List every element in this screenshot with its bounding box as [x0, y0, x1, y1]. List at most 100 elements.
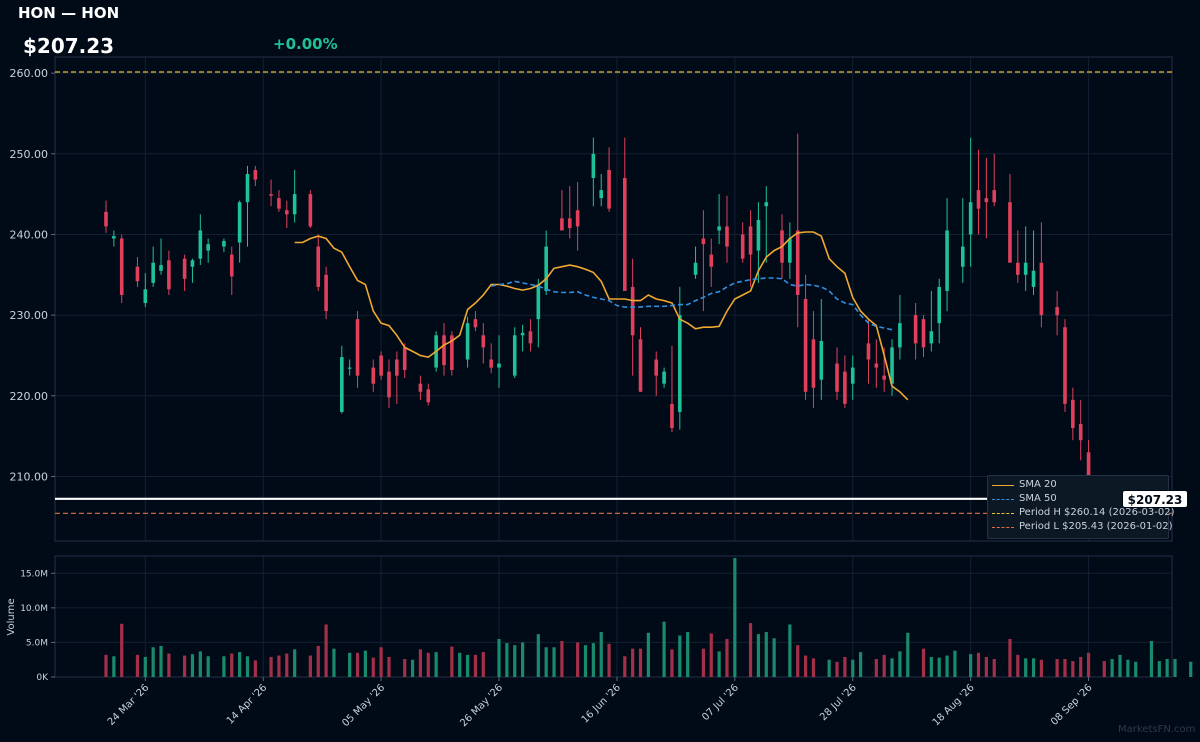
date-tick-label: 14 Apr '26: [225, 682, 269, 726]
volume-bar: [206, 656, 210, 677]
candle-body: [512, 335, 517, 376]
date-tick-label: 24 Mar '26: [106, 682, 152, 728]
current-price: $207.23: [23, 34, 115, 58]
price-tick-label: 210.00: [10, 470, 49, 483]
volume-bar: [285, 653, 289, 677]
candle: [929, 290, 934, 352]
candle-body: [167, 260, 171, 290]
candle: [630, 258, 635, 376]
volume-bar: [348, 652, 352, 677]
candle-body: [788, 238, 792, 263]
candle-body: [898, 323, 902, 348]
volume-bar: [1134, 661, 1138, 677]
volume-bar: [1063, 659, 1067, 677]
candle-body: [654, 359, 659, 376]
price-tick-label: 250.00: [10, 148, 49, 161]
candle: [308, 190, 313, 229]
volume-bar: [929, 656, 933, 677]
volume-bar: [670, 649, 674, 677]
candle: [937, 278, 942, 344]
candle: [395, 351, 399, 404]
candle: [347, 359, 352, 376]
volume-bar: [890, 658, 894, 677]
candle-body: [843, 371, 847, 404]
volume-bar: [112, 656, 116, 677]
volume-bar: [120, 623, 124, 677]
candle-body: [945, 230, 949, 291]
candle-body: [803, 299, 808, 392]
volume-bar: [293, 649, 297, 677]
candle: [599, 173, 604, 207]
candle: [740, 222, 745, 263]
volume-bar: [544, 647, 548, 677]
candle-body: [560, 218, 564, 231]
candle-body: [379, 355, 383, 376]
volume-bar: [332, 648, 336, 677]
candle-body: [740, 234, 745, 259]
volume-bar: [190, 654, 195, 677]
date-tick-label: 05 May '26: [340, 682, 387, 729]
volume-bar: [1118, 654, 1122, 677]
candle-body: [937, 286, 942, 324]
candle-body: [764, 202, 769, 207]
volume-bar: [623, 656, 627, 677]
candle-body: [701, 238, 706, 245]
candle: [481, 323, 486, 364]
candle: [945, 198, 949, 312]
volume-bar: [591, 643, 595, 677]
candle-body: [984, 198, 989, 203]
candle: [976, 149, 981, 235]
volume-bar: [717, 651, 721, 677]
legend-swatch-period-low: [992, 527, 1014, 528]
volume-bar: [701, 648, 705, 677]
candle: [379, 351, 383, 380]
candle-body: [395, 359, 399, 376]
volume-bar: [1189, 661, 1193, 677]
volume-bar: [458, 652, 462, 677]
volume-bar: [277, 655, 281, 677]
candle: [135, 257, 140, 287]
candle-body: [599, 190, 604, 199]
candle: [764, 186, 769, 263]
volume-bar: [183, 655, 187, 677]
price-tick-label: 230.00: [10, 309, 49, 322]
candle: [795, 133, 800, 328]
candle-body: [1016, 262, 1020, 275]
volume-bar: [222, 656, 226, 677]
volume-bar: [379, 647, 383, 677]
volume-bar: [874, 659, 878, 677]
sma20-line: [294, 231, 909, 401]
volume-bar: [638, 648, 643, 677]
volume-bar: [796, 645, 800, 677]
volume-bar: [151, 647, 155, 677]
candle: [489, 343, 493, 374]
volume-bar: [1055, 659, 1059, 677]
candle: [151, 246, 155, 287]
volume-bar: [410, 659, 415, 677]
candle-body: [119, 238, 124, 295]
price-tick-label: 220.00: [10, 390, 49, 403]
volume-bar: [513, 645, 517, 677]
candle-body: [795, 230, 800, 295]
volume-bar: [607, 643, 611, 677]
candle: [237, 200, 242, 263]
date-tick-label: 08 Sep '26: [1049, 682, 1095, 728]
candle-body: [622, 178, 627, 291]
volume-bar: [984, 656, 988, 677]
candle-body: [528, 331, 533, 344]
volume-bar: [1039, 659, 1043, 677]
candle: [159, 238, 163, 275]
candle: [898, 294, 902, 360]
candle: [819, 299, 824, 400]
volume-bar: [764, 632, 768, 677]
candle: [709, 238, 714, 287]
candle: [104, 200, 108, 233]
volume-bar: [859, 652, 863, 677]
volume-bar: [552, 647, 556, 677]
volume-bar: [1024, 658, 1028, 677]
candle-body: [717, 226, 721, 231]
candle-body: [489, 359, 493, 368]
candle: [701, 210, 706, 312]
price-axis-ticks: 210.00 220.00 230.00 240.00 250.00 260.00: [10, 67, 55, 483]
candles: [104, 133, 1122, 529]
